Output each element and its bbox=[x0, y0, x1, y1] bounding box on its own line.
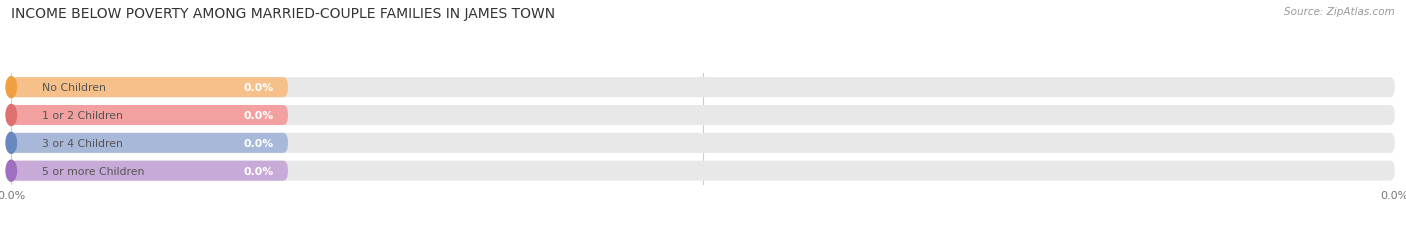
FancyBboxPatch shape bbox=[11, 133, 1395, 153]
FancyBboxPatch shape bbox=[11, 161, 1395, 181]
Text: No Children: No Children bbox=[42, 83, 105, 93]
Circle shape bbox=[6, 133, 17, 154]
Text: INCOME BELOW POVERTY AMONG MARRIED-COUPLE FAMILIES IN JAMES TOWN: INCOME BELOW POVERTY AMONG MARRIED-COUPL… bbox=[11, 7, 555, 21]
FancyBboxPatch shape bbox=[11, 78, 1395, 98]
Text: 0.0%: 0.0% bbox=[243, 83, 274, 93]
Circle shape bbox=[6, 105, 17, 126]
FancyBboxPatch shape bbox=[11, 133, 288, 153]
FancyBboxPatch shape bbox=[11, 106, 288, 125]
Circle shape bbox=[6, 77, 17, 98]
Text: 0.0%: 0.0% bbox=[243, 138, 274, 148]
FancyBboxPatch shape bbox=[11, 161, 288, 181]
Text: 1 or 2 Children: 1 or 2 Children bbox=[42, 110, 122, 121]
Text: 0.0%: 0.0% bbox=[243, 110, 274, 121]
Text: 3 or 4 Children: 3 or 4 Children bbox=[42, 138, 122, 148]
Circle shape bbox=[6, 161, 17, 181]
Text: 0.0%: 0.0% bbox=[243, 166, 274, 176]
FancyBboxPatch shape bbox=[11, 78, 288, 98]
Text: 5 or more Children: 5 or more Children bbox=[42, 166, 143, 176]
FancyBboxPatch shape bbox=[11, 106, 1395, 125]
Text: Source: ZipAtlas.com: Source: ZipAtlas.com bbox=[1284, 7, 1395, 17]
